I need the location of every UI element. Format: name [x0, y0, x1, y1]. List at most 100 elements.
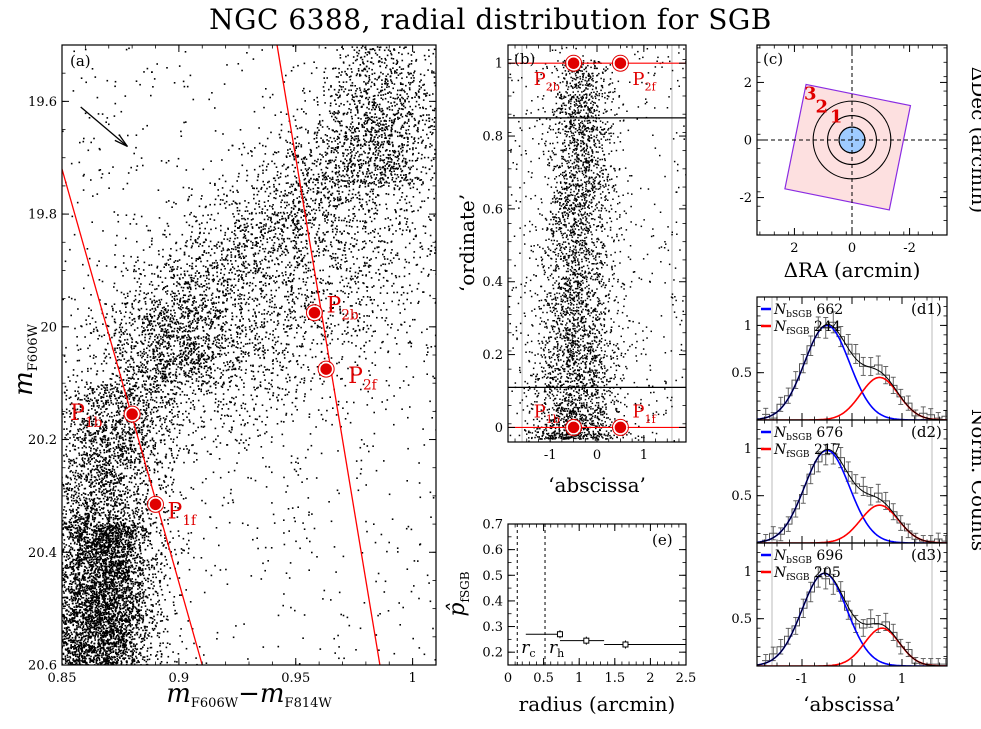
data-point	[65, 487, 68, 490]
data-point	[71, 608, 73, 610]
data-point	[73, 537, 76, 539]
data-point	[82, 670, 84, 672]
data-point	[63, 616, 65, 619]
data-point	[148, 517, 150, 520]
data-point	[80, 565, 83, 567]
data-point	[156, 651, 159, 653]
data-point	[90, 509, 93, 511]
data-point	[77, 649, 80, 652]
data-point	[130, 324, 133, 327]
data-point	[148, 467, 150, 469]
data-point	[71, 524, 74, 527]
data-point	[89, 669, 91, 671]
data-point	[110, 540, 113, 542]
data-point	[90, 498, 93, 501]
data-point	[35, 499, 37, 501]
data-point	[37, 515, 39, 517]
data-point	[128, 515, 130, 517]
data-point	[207, 346, 209, 349]
data-point	[62, 603, 64, 606]
data-point	[56, 632, 58, 634]
data-point	[159, 487, 162, 489]
data-point	[149, 587, 151, 590]
data-point	[18, 631, 20, 633]
data-point	[119, 521, 122, 523]
data-point	[88, 654, 90, 657]
data-point	[67, 610, 70, 613]
data-point	[113, 469, 116, 471]
data-point	[157, 470, 159, 473]
data-point	[66, 617, 68, 620]
data-point	[154, 390, 157, 392]
data-point	[70, 646, 72, 649]
data-point	[126, 485, 128, 488]
data-point	[117, 533, 120, 535]
data-point	[55, 584, 57, 586]
data-point	[171, 412, 173, 415]
data-point	[195, 380, 198, 382]
data-point	[64, 642, 66, 644]
data-point	[90, 471, 92, 474]
data-point	[88, 586, 91, 588]
data-point	[118, 637, 121, 639]
data-point	[63, 642, 65, 645]
data-point	[23, 568, 25, 570]
data-point	[54, 479, 56, 481]
data-point	[55, 503, 57, 505]
data-point	[75, 604, 78, 607]
data-point	[119, 577, 121, 579]
data-point	[30, 537, 32, 539]
data-point	[120, 476, 122, 479]
data-point	[214, 310, 217, 312]
data-point	[122, 502, 125, 504]
data-point	[65, 453, 67, 456]
data-point	[109, 442, 111, 444]
data-point	[148, 480, 151, 482]
data-point	[142, 330, 144, 332]
data-point	[78, 454, 81, 456]
data-point	[81, 627, 84, 630]
data-point	[78, 536, 80, 538]
data-point	[141, 413, 144, 416]
data-point	[160, 608, 162, 610]
data-point	[86, 628, 89, 631]
data-point	[130, 612, 132, 615]
data-point	[64, 662, 67, 664]
data-point	[93, 438, 96, 440]
data-point	[135, 498, 138, 500]
data-point	[86, 518, 89, 521]
data-point	[161, 375, 163, 377]
data-point	[127, 394, 130, 396]
data-point	[137, 508, 140, 511]
data-point	[27, 627, 29, 629]
data-point	[37, 521, 39, 523]
data-point	[192, 302, 195, 304]
data-point	[72, 497, 75, 500]
data-point	[109, 383, 112, 386]
data-point	[74, 596, 77, 598]
data-point	[98, 498, 100, 500]
data-point	[116, 585, 119, 587]
data-point	[82, 503, 85, 506]
data-point	[83, 640, 85, 643]
data-point	[80, 579, 83, 581]
data-point	[82, 518, 85, 521]
data-point	[128, 436, 131, 439]
data-point	[87, 507, 89, 510]
data-point	[47, 640, 49, 642]
data-point	[7, 546, 9, 548]
data-point	[94, 655, 97, 657]
data-point	[75, 667, 77, 669]
data-point	[168, 368, 171, 370]
data-point	[114, 589, 116, 591]
data-point	[115, 426, 118, 429]
data-point	[132, 521, 135, 524]
clipped-group	[7, 45, 436, 672]
data-point	[127, 571, 129, 574]
data-point	[155, 424, 157, 427]
data-point	[145, 413, 147, 415]
data-point	[127, 492, 129, 495]
data-point	[21, 643, 23, 645]
data-point	[38, 601, 40, 603]
data-point	[94, 513, 96, 516]
